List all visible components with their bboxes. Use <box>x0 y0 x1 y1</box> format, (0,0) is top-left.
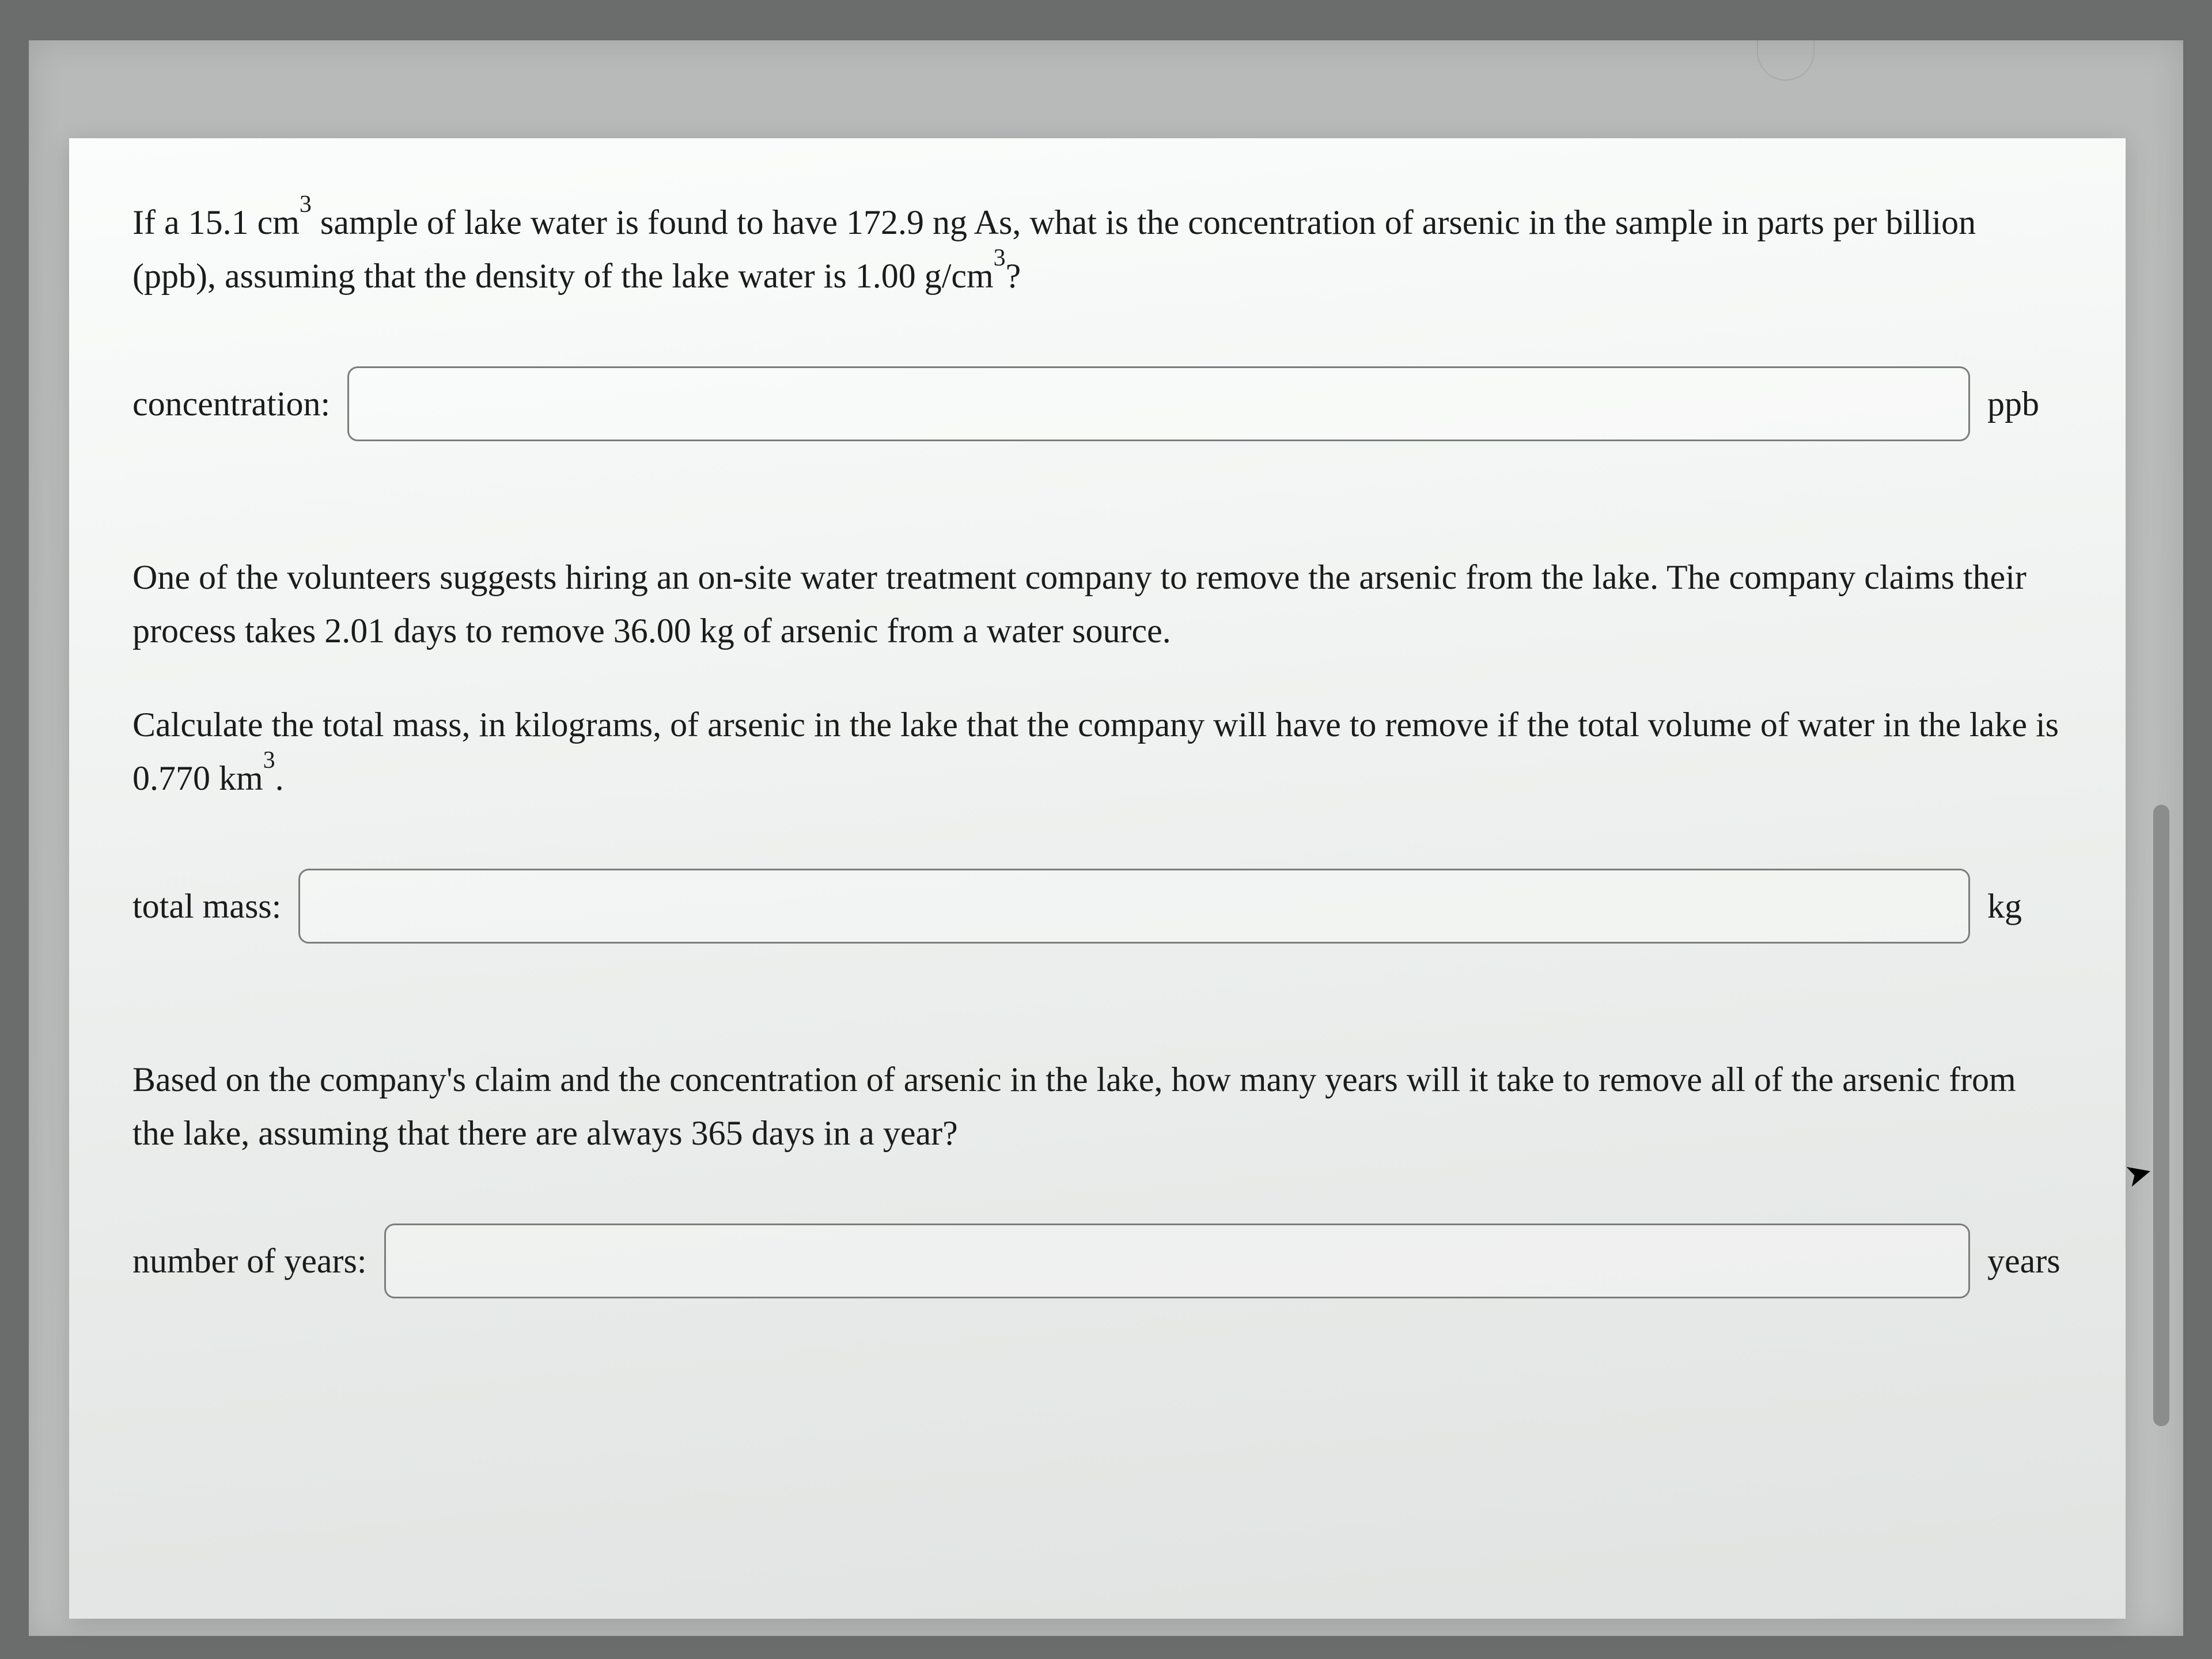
q1-mid: sample of lake water is found to have 17… <box>132 203 1976 295</box>
question-panel: If a 15.1 cm3 sample of lake water is fo… <box>69 138 2126 1619</box>
years-unit: years <box>1987 1241 2062 1281</box>
concentration-input[interactable] <box>347 366 1970 441</box>
q1-sup1: 3 <box>300 191 312 218</box>
q2-p2-pre: Calculate the total mass, in kilograms, … <box>132 706 2059 797</box>
question-1-text: If a 15.1 cm 3 sample of lake water is fo… <box>132 196 2062 303</box>
question-2-para1: One of the volunteers suggests hiring an… <box>132 551 2062 658</box>
concentration-unit: ppb <box>1987 384 2062 424</box>
q2-p2-post: . <box>275 759 284 797</box>
years-label: number of years: <box>132 1241 367 1281</box>
total-mass-unit: kg <box>1987 887 2062 926</box>
answer-row-total-mass: total mass: kg <box>132 869 2062 944</box>
q1-post: ? <box>1006 257 1021 295</box>
q1-pre: If a 15.1 cm <box>132 203 300 241</box>
total-mass-label: total mass: <box>132 887 281 926</box>
answer-row-concentration: concentration: ppb <box>132 366 2062 441</box>
scrollbar[interactable] <box>2150 138 2173 1619</box>
answer-row-years: number of years: years <box>132 1224 2062 1298</box>
concentration-label: concentration: <box>132 384 330 424</box>
q2-p2-sup: 3 <box>263 747 275 774</box>
q1-sup2: 3 <box>994 245 1006 271</box>
notebook-hole <box>1757 40 1815 81</box>
scrollbar-thumb[interactable] <box>2153 805 2169 1426</box>
total-mass-input[interactable] <box>298 869 1970 944</box>
years-input[interactable] <box>384 1224 1970 1298</box>
question-3-text: Based on the company's claim and the con… <box>132 1053 2062 1160</box>
photo-frame: If a 15.1 cm3 sample of lake water is fo… <box>29 40 2183 1636</box>
question-2-para2: Calculate the total mass, in kilograms, … <box>132 698 2062 805</box>
